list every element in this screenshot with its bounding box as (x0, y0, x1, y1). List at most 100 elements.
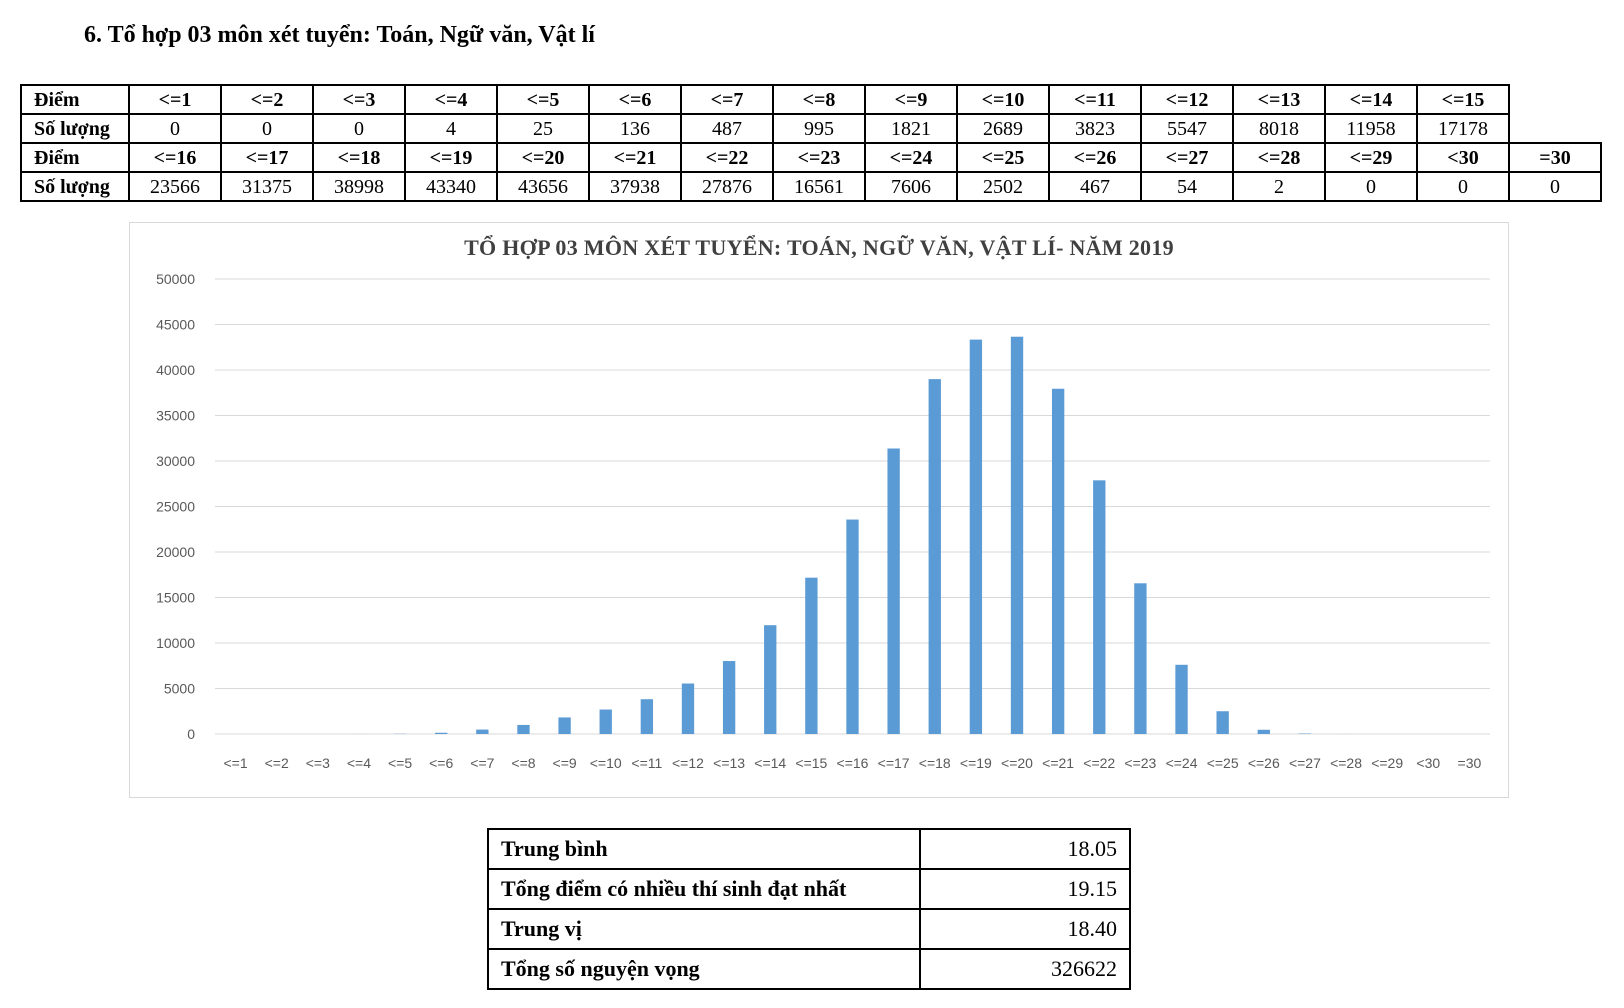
score-cell: <=18 (312, 142, 406, 173)
count-row: Số lượng 23566 31375 38998 43340 43656 37938 27… (20, 171, 1602, 202)
bar (476, 729, 489, 734)
count-cell: 16561 (772, 171, 866, 202)
x-tick-label: =30 (1458, 755, 1482, 771)
x-tick-label: <=3 (306, 755, 330, 771)
count-cell: 7606 (864, 171, 958, 202)
score-distribution-table: Điểm <=1 <=2 <=3 <=4 <=5 <=6 <=7 <=8 <=9 <=10 <=11 <… (20, 84, 1602, 202)
stat-row: Tổng điểm có nhiều thí sinh đạt nhất 19.1… (487, 868, 1131, 910)
x-tick-label: <=10 (590, 755, 622, 771)
bar-chart: 0 5000 10000 15000 20000 25000 30000 35000 40000… (156, 271, 1490, 771)
count-cell: 487 (680, 113, 774, 144)
x-tick-label: <=28 (1330, 755, 1362, 771)
y-tick-label: 15000 (156, 590, 195, 606)
x-tick-label: <=13 (713, 755, 745, 771)
x-tick-label: <=7 (470, 755, 494, 771)
bar (1257, 729, 1270, 734)
x-tick-label: <=4 (347, 755, 371, 771)
score-row-label: Điểm (20, 84, 130, 115)
score-cell: <=28 (1232, 142, 1326, 173)
bar (1093, 480, 1106, 734)
score-cell: <30 (1416, 142, 1510, 173)
stat-label: Trung vị (487, 908, 921, 950)
score-cell: <=17 (220, 142, 314, 173)
count-cell: 23566 (128, 171, 222, 202)
x-tick-label: <=18 (919, 755, 951, 771)
count-cell: 2689 (956, 113, 1050, 144)
count-cell: 467 (1048, 171, 1142, 202)
x-tick-label: <=1 (223, 755, 247, 771)
x-tick-label: <=9 (553, 755, 577, 771)
score-cell: <=23 (772, 142, 866, 173)
score-row-label: Điểm (20, 142, 130, 173)
stat-value: 19.15 (919, 868, 1131, 910)
bar (1216, 711, 1229, 734)
count-cell: 0 (312, 113, 406, 144)
score-cell: <=1 (128, 84, 222, 115)
score-cell: <=26 (1048, 142, 1142, 173)
count-cell: 11958 (1324, 113, 1418, 144)
stat-row: Trung vị 18.40 (487, 908, 1131, 950)
bar (1175, 664, 1188, 734)
x-tick-label: <=6 (429, 755, 453, 771)
bar (517, 724, 530, 734)
count-cell: 2502 (956, 171, 1050, 202)
x-tick-label: <=29 (1371, 755, 1403, 771)
empty-cell (1508, 114, 1601, 143)
score-cell: <=8 (772, 84, 866, 115)
bar (435, 732, 448, 734)
count-cell: 27876 (680, 171, 774, 202)
x-tick-label: <=17 (878, 755, 910, 771)
y-tick-label: 5000 (164, 681, 195, 697)
count-cell: 0 (128, 113, 222, 144)
score-cell: <=22 (680, 142, 774, 173)
score-cell: <=20 (496, 142, 590, 173)
score-cell: <=25 (956, 142, 1050, 173)
score-cell: <=29 (1324, 142, 1418, 173)
count-cell: 5547 (1140, 113, 1234, 144)
count-cell: 995 (772, 113, 866, 144)
x-tick-label: <30 (1416, 755, 1440, 771)
count-cell: 17178 (1416, 113, 1510, 144)
bar (1134, 583, 1147, 734)
bar (928, 379, 941, 734)
bar (599, 709, 612, 734)
x-tick-label: <=25 (1207, 755, 1239, 771)
count-cell: 25 (496, 113, 590, 144)
chart-title: TỔ HỢP 03 MÔN XÉT TUYỂN: TOÁN, NGỮ VĂN, … (464, 235, 1174, 260)
count-cell: 31375 (220, 171, 314, 202)
x-tick-label: <=20 (1001, 755, 1033, 771)
bar (846, 519, 859, 734)
y-tick-label: 50000 (156, 271, 195, 287)
count-cell: 1821 (864, 113, 958, 144)
count-cell: 0 (220, 113, 314, 144)
y-tick-label: 0 (187, 726, 195, 742)
score-cell: <=21 (588, 142, 682, 173)
x-tick-label: <=22 (1083, 755, 1115, 771)
score-cell: <=24 (864, 142, 958, 173)
score-cell: <=3 (312, 84, 406, 115)
x-tick-label: <=26 (1248, 755, 1280, 771)
score-cell: =30 (1508, 142, 1602, 173)
x-tick-label: <=14 (754, 755, 786, 771)
x-tick-label: <=8 (511, 755, 535, 771)
bar (681, 683, 695, 734)
stat-label: Tổng số nguyện vọng (487, 948, 921, 990)
bar (764, 625, 777, 734)
count-cell: 43340 (404, 171, 498, 202)
score-cell: <=15 (1416, 84, 1510, 115)
x-tick-label: <=5 (388, 755, 412, 771)
score-cell: <=5 (496, 84, 590, 115)
score-cell: <=7 (680, 84, 774, 115)
score-cell: <=13 (1232, 84, 1326, 115)
y-tick-label: 25000 (156, 499, 195, 515)
x-tick-label: <=12 (672, 755, 704, 771)
stat-label: Tổng điểm có nhiều thí sinh đạt nhất (487, 868, 921, 910)
x-tick-label: <=21 (1042, 755, 1074, 771)
count-cell: 2 (1232, 171, 1326, 202)
count-cell: 4 (404, 113, 498, 144)
x-tick-label: <=23 (1124, 755, 1156, 771)
count-row-label: Số lượng (20, 113, 130, 144)
bar (887, 448, 900, 734)
count-cell: 3823 (1048, 113, 1142, 144)
count-cell: 38998 (312, 171, 406, 202)
